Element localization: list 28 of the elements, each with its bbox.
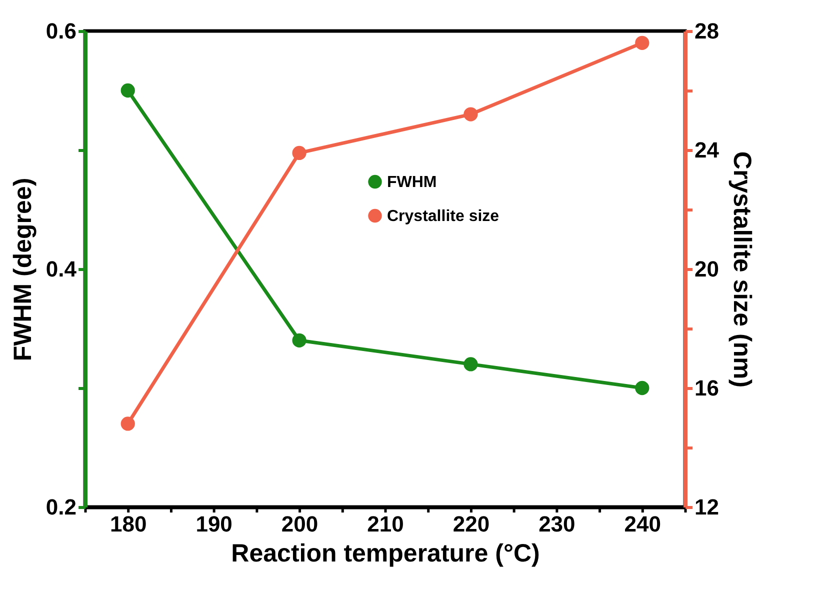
point — [635, 380, 650, 396]
x-axis-title: Reaction temperature (°C) — [231, 540, 540, 568]
y2-tick-label: 28 — [694, 18, 719, 44]
y-tick-label: 0.2 — [46, 494, 76, 520]
x-tick-label: 240 — [624, 512, 661, 536]
x-tick-label: 200 — [281, 512, 318, 536]
x-tick-label: 190 — [196, 512, 232, 536]
legend-label: Crystallite size — [387, 208, 500, 225]
y2-tick-label: 16 — [694, 376, 719, 400]
y-tick-label: 0.6 — [46, 18, 76, 44]
x-tick-label: 180 — [110, 512, 147, 536]
point — [464, 107, 478, 122]
point — [292, 333, 306, 348]
x-tick-label: 230 — [538, 512, 576, 536]
y2-tick-label: 24 — [694, 138, 720, 162]
point — [464, 357, 478, 372]
y-tick-label: 0.4 — [46, 256, 78, 282]
point — [292, 146, 306, 160]
x-tick-label: 210 — [367, 512, 404, 536]
y2-axis-title: Crystallite size (nm) — [728, 151, 756, 388]
y2-tick-label: 20 — [694, 256, 719, 282]
point — [120, 416, 135, 431]
point — [120, 83, 135, 98]
y-axis-title: FWHM (degree) — [8, 178, 37, 362]
x-tick-label: 220 — [452, 512, 490, 536]
point — [635, 36, 650, 50]
y2-tick-label: 12 — [694, 494, 719, 520]
legend-label: FWHM — [387, 174, 437, 191]
